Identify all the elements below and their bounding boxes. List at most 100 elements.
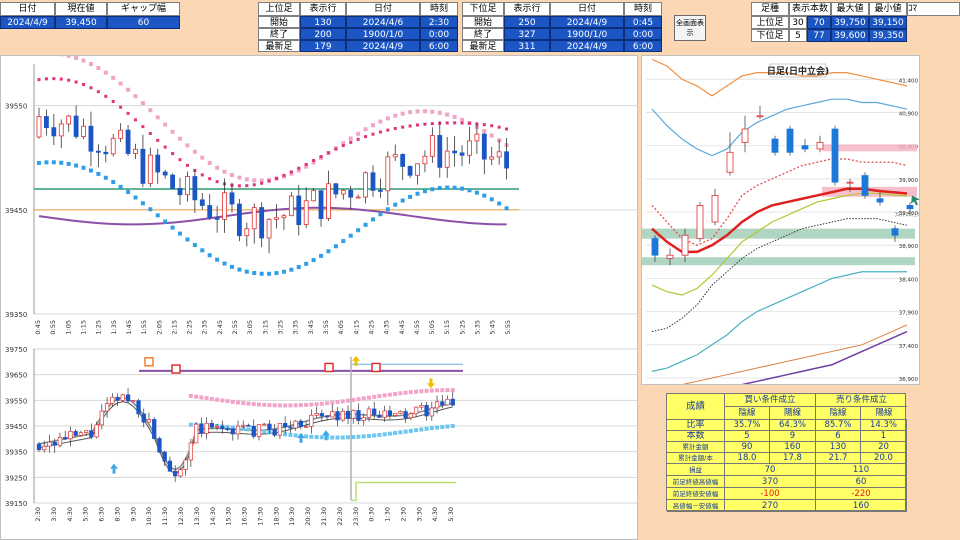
rt-lower-min: 39,350 <box>869 29 907 42</box>
sky-band-marker <box>414 428 419 433</box>
magenta-band-marker <box>490 124 494 128</box>
x-tick-label: 3:45 <box>307 320 315 335</box>
sky-band-marker <box>424 426 429 431</box>
candle <box>118 129 124 139</box>
pink-band-marker <box>199 395 204 400</box>
candle <box>330 411 335 418</box>
candle <box>167 460 173 472</box>
upper-end-row[interactable]: 200 <box>300 28 346 40</box>
candle <box>340 189 346 195</box>
x-tick-label: 3:55 <box>322 320 330 335</box>
candle <box>52 441 57 446</box>
magenta-band-marker <box>252 183 256 187</box>
pink-band-marker <box>215 397 220 402</box>
current-date: 2024/4/9 <box>0 16 55 29</box>
lower-start-row[interactable]: 250 <box>504 16 550 28</box>
candle <box>288 426 293 429</box>
y-tick-label: 39250 <box>5 474 27 482</box>
upper-header-date: 日付 <box>346 2 420 16</box>
pink-band-marker <box>241 401 246 406</box>
pink-band-marker <box>140 101 145 106</box>
down-arrow-icon <box>427 378 435 389</box>
pink-band-marker <box>335 400 340 405</box>
perf-sub-3: 陽線 <box>861 407 907 420</box>
pink-band-marker <box>414 389 419 394</box>
candle <box>361 417 366 421</box>
buy-signal-icon <box>371 362 381 373</box>
candle <box>204 422 209 434</box>
magenta-band-marker <box>260 181 264 185</box>
x-tick-label: 3:30 <box>415 507 423 522</box>
candle <box>333 183 339 195</box>
pink-band-marker <box>304 164 309 169</box>
lower-end-row[interactable]: 327 <box>504 28 550 40</box>
magenta-band-marker <box>467 121 471 125</box>
sell-signal-icon <box>144 357 154 367</box>
candle <box>370 172 376 191</box>
candle <box>178 469 183 477</box>
pink-band-marker <box>192 149 197 154</box>
sky-band-marker <box>207 253 212 258</box>
candle <box>481 133 487 160</box>
fullscreen-button[interactable]: 全画面表示 <box>674 15 706 41</box>
perf-merged-sell: 60 <box>816 476 907 488</box>
sky-band-marker <box>437 186 442 191</box>
magenta-band-marker <box>445 121 449 125</box>
candle <box>209 422 214 428</box>
pink-band-marker <box>293 403 298 408</box>
candle <box>73 431 78 436</box>
candle <box>110 137 116 155</box>
upper-start-row[interactable]: 130 <box>300 16 346 28</box>
pink-band-marker <box>277 403 282 408</box>
candle <box>155 154 161 173</box>
candle <box>162 171 168 176</box>
perf-merged-label: 前足終値安値幅 <box>667 488 725 500</box>
rt-lower-label: 下位足 <box>751 29 789 42</box>
sky-band-marker <box>382 432 387 437</box>
sky-band-marker <box>51 160 56 165</box>
candle <box>786 128 794 153</box>
y-tick-label: 39550 <box>5 103 27 111</box>
sky-band-marker <box>504 206 509 211</box>
sky-band-marker <box>188 422 193 427</box>
pink-band-marker <box>66 56 71 58</box>
candle <box>771 138 779 153</box>
sky-band-marker <box>311 258 316 263</box>
rt-upper-label: 上位足 <box>751 16 789 29</box>
buy-signal-icon <box>171 364 181 374</box>
magenta-band-marker <box>460 121 464 125</box>
pink-band-marker <box>200 155 205 160</box>
perf-buy-title: 買い条件成立 <box>725 394 816 407</box>
x-tick-label: 2:35 <box>201 320 209 335</box>
candle <box>207 205 213 219</box>
sky-band-marker <box>445 424 450 429</box>
perf-cell: 18.0 <box>725 453 770 464</box>
magenta-band-marker <box>37 78 41 82</box>
signal-line <box>351 481 456 502</box>
pink-band-marker <box>222 169 227 174</box>
candle <box>125 129 131 154</box>
x-tick-label: 4:15 <box>352 320 360 335</box>
candle <box>816 141 824 150</box>
pink-band-marker <box>96 66 101 71</box>
candle <box>42 445 47 451</box>
perf-cell: 6 <box>816 431 861 442</box>
rt-lower-bars[interactable]: 77 <box>807 29 831 42</box>
perf-cell: 20 <box>861 442 907 453</box>
magenta-band-marker <box>297 166 301 170</box>
sky-band-marker <box>370 217 375 222</box>
lower-end-label: 終了 <box>462 28 504 40</box>
candle <box>324 415 330 418</box>
perf-cell: 130 <box>816 442 861 453</box>
magenta-band-marker <box>319 155 323 159</box>
pink-band-marker <box>429 388 434 393</box>
x-tick-label: 13:30 <box>193 507 201 526</box>
candle <box>876 198 884 203</box>
pink-band-marker <box>378 119 383 124</box>
candle <box>199 199 205 206</box>
rt-upper-bars[interactable]: 70 <box>807 16 831 29</box>
sky-band-marker <box>351 435 356 440</box>
x-tick-label: 1:25 <box>95 320 103 335</box>
up-arrow-icon <box>322 430 330 441</box>
